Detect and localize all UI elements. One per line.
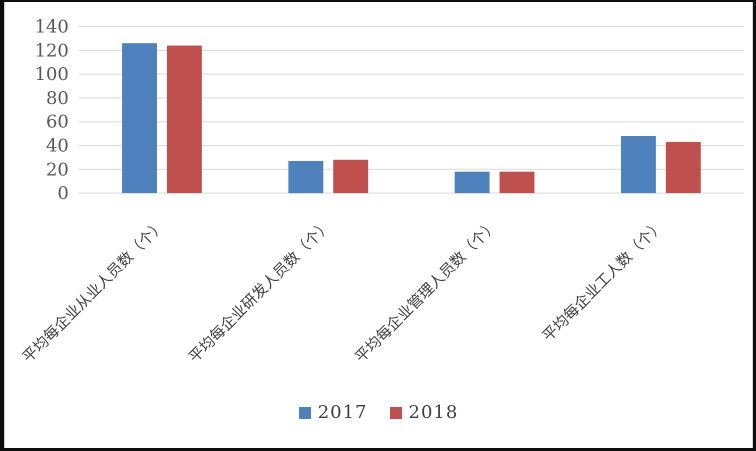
bar-2017-category-3 xyxy=(620,135,656,194)
bar-2017-category-0 xyxy=(122,43,157,194)
legend-swatch-2017 xyxy=(298,406,311,419)
y-tick-label-0: 0 xyxy=(57,183,68,204)
x-category-label-1: 平均每企业研发人员数（个） xyxy=(185,216,335,366)
y-tick-label-60: 60 xyxy=(46,112,69,133)
x-category-label-2: 平均每企业管理人员数（个） xyxy=(351,216,501,366)
legend-item-2018: 2018 xyxy=(389,402,459,423)
bar-2017-category-2 xyxy=(454,171,490,194)
x-category-label-0: 平均每企业从业人员数（个） xyxy=(19,216,169,366)
chart-page: 0 20 40 60 80 100 120 140 平均每企业从业人员数（个） 平均每企业研发人员… xyxy=(4,2,753,448)
legend-label-2018: 2018 xyxy=(408,402,459,423)
bar-2018-category-2 xyxy=(499,171,535,194)
y-tick-label-80: 80 xyxy=(46,88,69,109)
bar-2018-category-1 xyxy=(333,159,369,194)
legend-swatch-2018 xyxy=(389,406,402,419)
y-tick-label-140: 140 xyxy=(35,17,69,38)
y-tick-label-120: 120 xyxy=(35,40,69,61)
y-tick-label-20: 20 xyxy=(46,159,69,180)
bar-2017-category-1 xyxy=(288,160,324,194)
y-tick-label-100: 100 xyxy=(35,64,69,85)
legend: 2017 2018 xyxy=(5,402,752,423)
legend-label-2017: 2017 xyxy=(317,402,368,423)
y-tick-label-40: 40 xyxy=(46,135,69,156)
x-category-label-3: 平均每企业工人数（个） xyxy=(539,216,668,345)
bar-2018-category-3 xyxy=(665,141,701,194)
bar-2018-category-0 xyxy=(166,45,202,194)
legend-item-2017: 2017 xyxy=(298,402,368,423)
